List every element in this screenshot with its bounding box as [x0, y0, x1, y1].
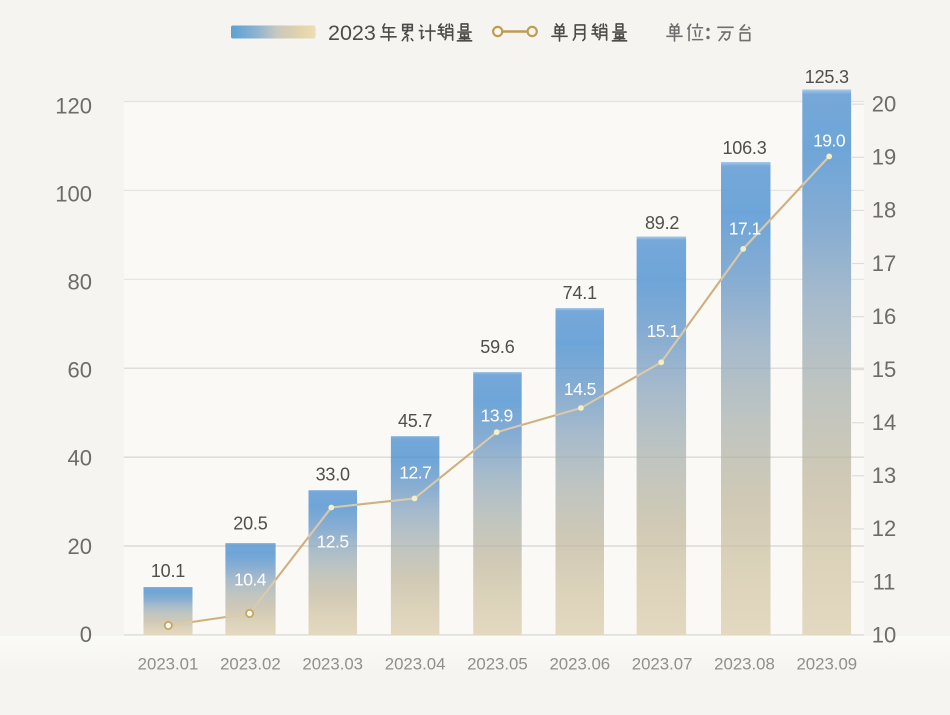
svg-text:120: 120 — [55, 93, 92, 118]
svg-text:14: 14 — [872, 410, 896, 435]
svg-text:2023.06: 2023.06 — [549, 655, 610, 674]
svg-text:13: 13 — [872, 463, 896, 488]
svg-text:14.5: 14.5 — [564, 379, 596, 399]
svg-text:13.9: 13.9 — [481, 406, 513, 426]
svg-text:0: 0 — [80, 622, 92, 647]
svg-text:89.2: 89.2 — [645, 213, 679, 233]
svg-text:19.0: 19.0 — [813, 131, 846, 151]
svg-text:60: 60 — [68, 358, 92, 383]
svg-text:33.0: 33.0 — [316, 464, 350, 484]
svg-text:2023.03: 2023.03 — [302, 655, 363, 674]
svg-text:125.3: 125.3 — [805, 67, 849, 87]
svg-text:15.1: 15.1 — [647, 321, 679, 341]
svg-text:20.5: 20.5 — [233, 514, 267, 534]
svg-text:2023.01: 2023.01 — [138, 655, 199, 674]
svg-text:20: 20 — [872, 92, 896, 117]
svg-text:17.1: 17.1 — [729, 218, 761, 238]
svg-text:10: 10 — [872, 622, 896, 647]
svg-text:2023.08: 2023.08 — [714, 655, 775, 674]
svg-text:2023.07: 2023.07 — [632, 655, 693, 674]
svg-text:11: 11 — [873, 569, 896, 594]
svg-text:2023.04: 2023.04 — [385, 655, 446, 674]
svg-text:18: 18 — [872, 198, 896, 223]
svg-text:74.1: 74.1 — [563, 283, 597, 303]
svg-text:45.7: 45.7 — [398, 411, 432, 431]
svg-text:2023: 2023 — [328, 21, 376, 45]
svg-text:106.3: 106.3 — [722, 138, 766, 158]
svg-text:12: 12 — [872, 516, 896, 541]
svg-text:16: 16 — [872, 304, 896, 329]
svg-text:19: 19 — [872, 145, 896, 170]
svg-text:2023.02: 2023.02 — [220, 655, 281, 674]
svg-text:20: 20 — [68, 534, 92, 559]
svg-text:12.7: 12.7 — [399, 463, 431, 483]
svg-text:12.5: 12.5 — [317, 532, 349, 552]
svg-text:40: 40 — [68, 446, 92, 471]
svg-text:80: 80 — [68, 270, 92, 295]
svg-text:2023.05: 2023.05 — [467, 655, 528, 674]
svg-text:2023.09: 2023.09 — [796, 655, 857, 674]
svg-text:15: 15 — [872, 357, 896, 382]
svg-text:10.4: 10.4 — [234, 569, 267, 589]
svg-text:100: 100 — [55, 181, 92, 206]
svg-text:59.6: 59.6 — [480, 337, 514, 357]
svg-text:10.1: 10.1 — [151, 561, 185, 581]
svg-text:17: 17 — [872, 251, 896, 276]
